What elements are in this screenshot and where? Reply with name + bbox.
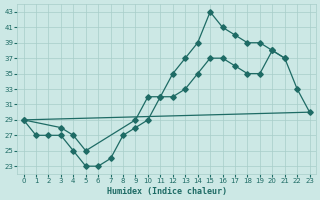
X-axis label: Humidex (Indice chaleur): Humidex (Indice chaleur) (107, 187, 227, 196)
